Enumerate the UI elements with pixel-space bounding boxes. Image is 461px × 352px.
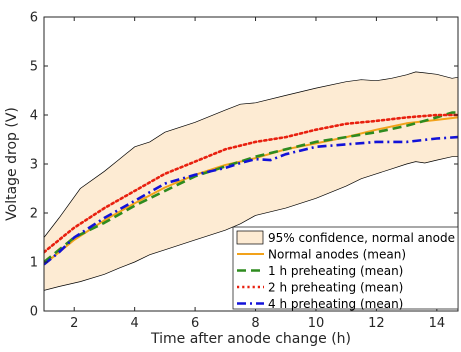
y-tick-label: 1 [30, 256, 38, 271]
y-tick-label: 6 [30, 11, 38, 26]
series-layer [44, 111, 458, 266]
legend-entry-4-h-preheating-mean: 4 h preheating (mean) [268, 297, 403, 311]
x-axis-ticks: 2 4 6 8 10 12 14 [70, 17, 445, 331]
legend-entry-1-h-preheating-mean: 1 h preheating (mean) [268, 264, 403, 278]
legend-band-swatch [236, 230, 264, 245]
series-line-4-h-preheating-mean [44, 135, 458, 266]
x-tick-label: 4 [131, 316, 139, 331]
x-tick-label: 12 [368, 316, 385, 331]
series-line-normal-anodes-mean [44, 116, 458, 266]
x-axis-label: Time after anode change (h) [150, 331, 351, 347]
x-tick-label: 6 [191, 316, 199, 331]
y-tick-label: 0 [30, 305, 38, 320]
series-line-1-h-preheating-mean [44, 111, 458, 264]
legend-entry-normal-anodes-mean: Normal anodes (mean) [268, 248, 406, 262]
x-tick-label: 14 [429, 316, 446, 331]
confidence-band-layer [44, 71, 458, 291]
legend-entry-2-h-preheating-mean: 2 h preheating (mean) [268, 281, 403, 295]
confidence-band-lower-edge [44, 156, 458, 291]
series-line-2-h-preheating-mean [44, 113, 458, 254]
legend-box [232, 226, 459, 310]
confidence-band-upper-edge [44, 71, 458, 238]
y-axis-ticks: 0 1 2 3 4 5 6 [30, 11, 458, 320]
y-tick-label: 4 [30, 109, 38, 124]
legend-entry-band: 95% confidence, normal anode [268, 231, 455, 245]
x-tick-label: 8 [251, 316, 259, 331]
x-tick-label: 2 [70, 316, 78, 331]
legend: 95% confidence, normal anode Normal anod… [232, 226, 459, 311]
y-tick-label: 2 [30, 207, 38, 222]
confidence-band-area [44, 71, 458, 291]
y-tick-label: 5 [30, 60, 38, 75]
y-tick-label: 3 [30, 158, 38, 173]
x-tick-label: 10 [308, 316, 325, 331]
y-axis-label: Voltage drop (V) [4, 107, 20, 221]
